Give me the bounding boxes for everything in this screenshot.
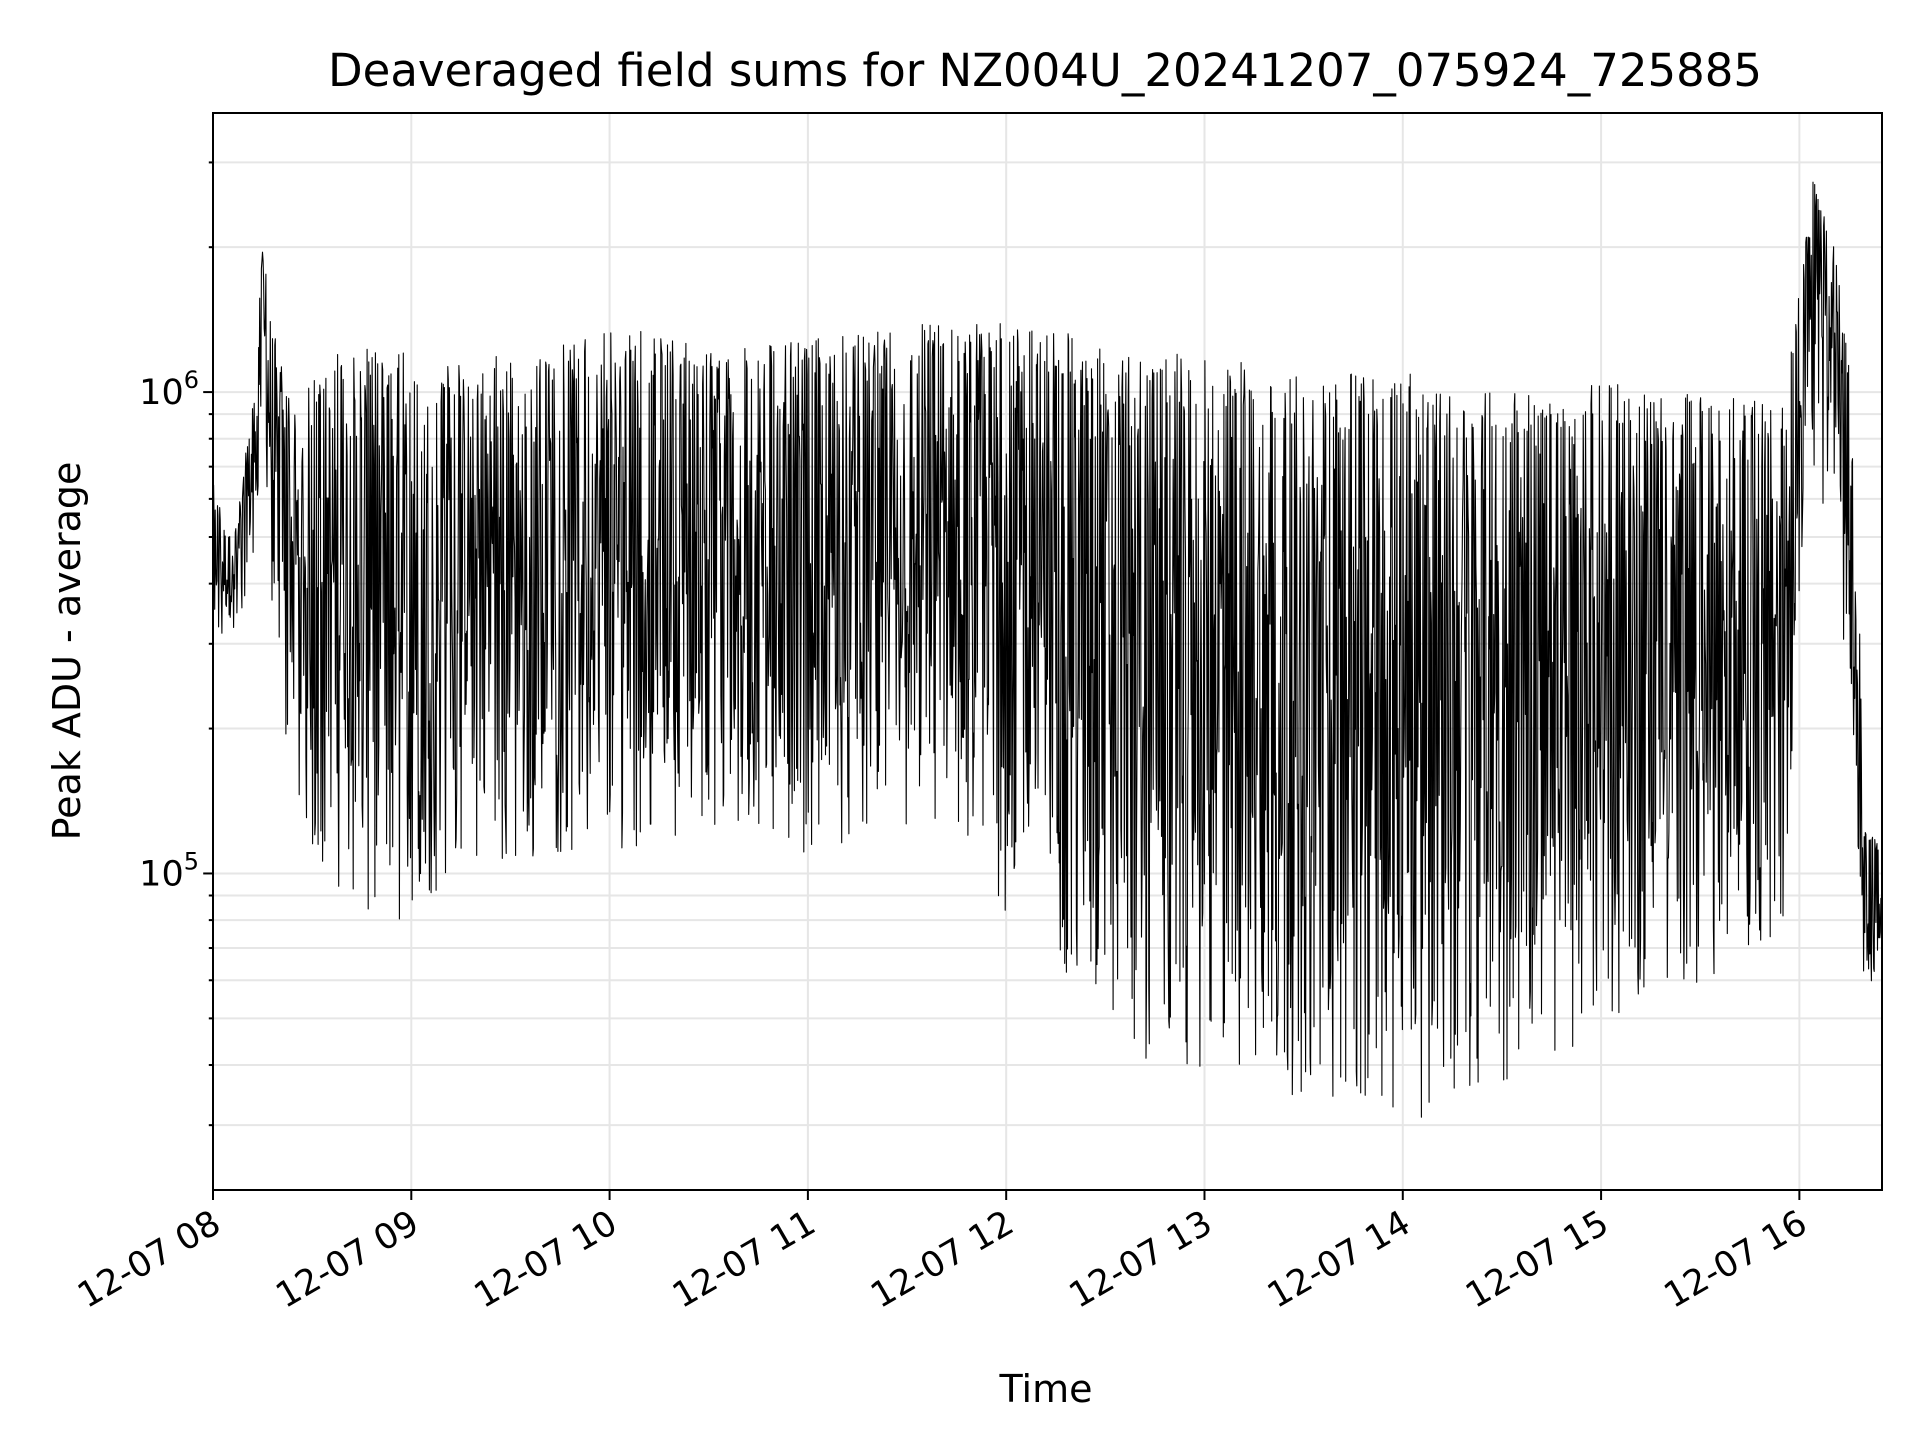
chart-title: Deaveraged field sums for NZ004U_2024120… (328, 44, 1762, 97)
plot-area-frame (212, 112, 1883, 1191)
y-tick-label: 106 (139, 366, 199, 413)
x-tick-label: 12-07 10 (468, 1203, 624, 1316)
x-tick-label: 12-07 15 (1459, 1203, 1615, 1316)
x-tick-label: 12-07 12 (864, 1203, 1020, 1316)
x-axis-label: Time (999, 1367, 1093, 1411)
x-tick-label: 12-07 08 (71, 1203, 227, 1316)
series-line (212, 181, 1883, 1118)
x-tick-label: 12-07 13 (1063, 1203, 1219, 1316)
x-tick-label: 12-07 11 (666, 1203, 822, 1316)
y-tick-label: 105 (139, 847, 199, 894)
x-tick-label: 12-07 09 (270, 1203, 426, 1316)
y-axis-ticks: 105 106 (139, 161, 213, 1127)
y-axis-label: Peak ADU - average (45, 462, 89, 841)
x-tick-label: 12-07 14 (1261, 1203, 1417, 1316)
x-axis-ticks: 12-07 08 12-07 09 12-07 10 12-07 11 12-07 12… (71, 1190, 1814, 1316)
x-tick-label: 12-07 16 (1658, 1203, 1814, 1316)
